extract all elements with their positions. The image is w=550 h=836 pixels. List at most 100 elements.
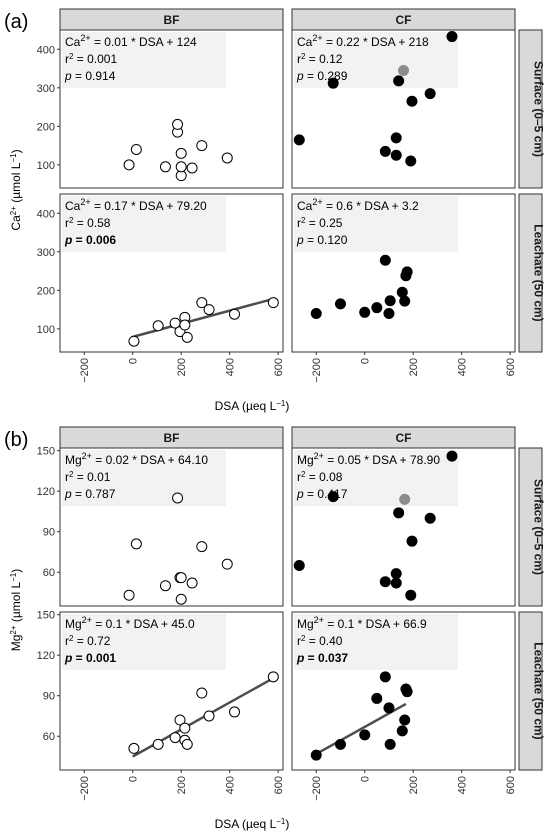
data-point: [371, 302, 383, 314]
p-value: p = 0.006: [64, 233, 116, 247]
data-point: [390, 149, 402, 161]
data-point: [405, 155, 417, 167]
data-point: [327, 491, 339, 503]
data-point: [424, 88, 436, 100]
data-point: [310, 749, 322, 761]
data-point: [172, 118, 184, 130]
x-tick-label: 600: [505, 358, 517, 376]
y-tick-label: 300: [37, 247, 55, 259]
data-point: [196, 297, 208, 309]
data-point: [406, 95, 418, 107]
x-tick-label: −200: [79, 358, 91, 383]
x-tick-label: 200: [176, 358, 188, 376]
data-point: [310, 307, 322, 319]
row-strip-label: Leachate (50 cm): [532, 224, 546, 321]
data-point: [359, 729, 371, 741]
data-point: [379, 254, 391, 266]
data-point: [159, 580, 171, 592]
data-point: [128, 742, 140, 754]
data-point: [196, 541, 208, 553]
equation: Ca2+ = 0.01 * DSA + 124: [65, 33, 197, 49]
y-tick-label: 90: [43, 691, 55, 703]
x-tick-label: 600: [273, 776, 285, 794]
panel-BF-surface: Mg2+ = 0.02 * DSA + 64.10 r2 = 0.01 p = 0.…: [59, 447, 284, 607]
y-tick-label: 400: [37, 208, 55, 220]
data-point: [123, 589, 135, 601]
r-squared: r2 = 0.12: [297, 52, 343, 67]
data-point: [128, 335, 140, 347]
data-point: [379, 671, 391, 683]
stats-box: [294, 32, 458, 88]
y-tick-label: 60: [43, 567, 55, 579]
x-tick-label: 200: [176, 776, 188, 794]
r-squared: r2 = 0.01: [65, 470, 111, 485]
x-tick-label: 0: [360, 776, 372, 782]
data-point: [359, 306, 371, 318]
stats-box: [62, 32, 226, 88]
panel-CF-surface: Ca2+ = 0.22 * DSA + 218 r2 = 0.12 p = 0.28…: [291, 29, 516, 189]
data-point: [384, 295, 396, 307]
figure-label: (a): [4, 11, 28, 33]
column-strip-label: CF: [396, 13, 412, 27]
data-point: [175, 161, 187, 173]
data-point: [203, 710, 215, 722]
data-point: [221, 558, 233, 570]
p-value: p = 0.914: [64, 69, 116, 83]
data-point: [405, 589, 417, 601]
stats-box: [62, 196, 226, 252]
data-point: [379, 576, 391, 588]
data-point: [196, 140, 208, 152]
data-point: [152, 320, 164, 332]
data-point: [229, 308, 241, 320]
data-point-grey: [398, 64, 409, 76]
data-point: [229, 706, 241, 718]
data-point: [181, 331, 193, 343]
data-point: [293, 134, 305, 146]
p-value: p = 0.001: [64, 651, 116, 665]
data-point: [179, 319, 191, 331]
figure-label: (b): [4, 429, 28, 451]
p-value: p = 0.037: [296, 651, 348, 665]
r-squared: r2 = 0.08: [297, 470, 343, 485]
x-tick-label: 600: [273, 358, 285, 376]
data-point: [169, 732, 181, 744]
row-strip-label: Leachate (50 cm): [532, 642, 546, 739]
equation: Mg2+ = 0.1 * DSA + 45.0: [65, 615, 195, 631]
x-tick-label: 400: [457, 358, 469, 376]
x-tick-label: 0: [128, 776, 140, 782]
data-point: [172, 492, 184, 504]
chart-1: (b) BF CF Surface (0–5 cm) Leachate (50 cm) 6…: [4, 426, 546, 832]
y-tick-label: 120: [37, 486, 55, 498]
y-tick-label: 400: [37, 44, 55, 56]
data-point: [175, 147, 187, 159]
data-point: [390, 568, 402, 580]
data-point: [327, 77, 339, 89]
stats-box: [294, 614, 458, 670]
equation: Mg2+ = 0.05 * DSA + 78.90: [297, 451, 440, 467]
x-tick-label: 0: [128, 358, 140, 364]
data-point: [401, 266, 413, 278]
equation: Mg2+ = 0.1 * DSA + 66.9: [297, 615, 427, 631]
chart-0: (a) BF CF Surface (0–5 cm) Leachate (50 cm) 1…: [4, 8, 546, 413]
data-point: [159, 161, 171, 173]
p-value: p = 0.787: [64, 487, 116, 501]
stats-box: [294, 196, 458, 252]
data-point: [399, 295, 411, 307]
data-point: [406, 535, 418, 547]
row-strip-label: Surface (0–5 cm): [532, 479, 546, 575]
data-point: [390, 132, 402, 144]
y-tick-label: 120: [37, 650, 55, 662]
r-squared: r2 = 0.40: [297, 634, 343, 649]
data-point: [203, 304, 215, 316]
stats-box: [294, 450, 458, 506]
stats-box: [62, 614, 226, 670]
equation: Ca2+ = 0.22 * DSA + 218: [297, 33, 429, 49]
data-point-grey: [399, 493, 411, 505]
x-tick-label: −200: [79, 776, 91, 801]
x-axis-label: DSA (µeq L−1): [215, 817, 290, 832]
data-point: [401, 686, 413, 698]
data-point: [390, 577, 402, 589]
row-strip-0: [518, 29, 543, 189]
data-point: [130, 143, 142, 155]
data-point: [446, 31, 458, 43]
